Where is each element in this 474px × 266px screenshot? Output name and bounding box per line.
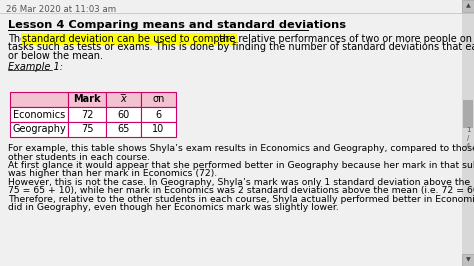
Text: 65: 65: [117, 124, 130, 135]
Bar: [106, 92, 141, 107]
Text: 26 Mar 2020 at 11:03 am: 26 Mar 2020 at 11:03 am: [6, 5, 116, 14]
Text: standard deviation can be used to compare: standard deviation can be used to compar…: [22, 34, 236, 44]
Text: Economics: Economics: [13, 110, 65, 119]
Bar: [68, 107, 106, 122]
Bar: [462, 0, 474, 12]
Bar: [141, 92, 176, 107]
Bar: [141, 122, 176, 137]
Text: Lesson 4 Comparing means and standard deviations: Lesson 4 Comparing means and standard de…: [8, 20, 346, 30]
Bar: [462, 0, 474, 266]
Text: Example 1:: Example 1:: [8, 62, 63, 72]
Bar: [10, 92, 68, 107]
Text: 1: 1: [466, 127, 470, 133]
Text: At first glance it would appear that she performed better in Geography because h: At first glance it would appear that she…: [8, 161, 474, 170]
Text: 72: 72: [81, 110, 93, 119]
Bar: [10, 122, 68, 137]
Text: However, this is not the case. In Geography, Shyla’s mark was only 1 standard de: However, this is not the case. In Geogra…: [8, 178, 474, 187]
Text: Therefore, relative to the other students in each course, Shyla actually perform: Therefore, relative to the other student…: [8, 195, 474, 204]
Text: 75: 75: [81, 124, 93, 135]
Text: the relative performances of two or more people on different: the relative performances of two or more…: [216, 34, 474, 44]
Text: 6: 6: [155, 110, 162, 119]
Text: x̅: x̅: [120, 94, 127, 105]
Bar: [68, 122, 106, 137]
Bar: [106, 122, 141, 137]
Bar: [68, 92, 106, 107]
Text: The: The: [8, 34, 29, 44]
Text: other students in each course.: other students in each course.: [8, 152, 150, 161]
Text: or below the mean.: or below the mean.: [8, 51, 103, 61]
Bar: [463, 100, 473, 128]
Text: ▼: ▼: [465, 257, 470, 263]
Text: σn: σn: [152, 94, 164, 105]
Text: 75 = 65 + 10), while her mark in Economics was 2 standard deviations above the m: 75 = 65 + 10), while her mark in Economi…: [8, 186, 474, 196]
Text: Mark: Mark: [73, 94, 101, 105]
Bar: [141, 107, 176, 122]
Bar: [106, 107, 141, 122]
Text: 10: 10: [152, 124, 164, 135]
Text: /: /: [467, 135, 469, 141]
Bar: [462, 254, 474, 266]
Text: 4: 4: [466, 143, 470, 149]
Text: tasks such as tests or exams. This is done by finding the number of standard dev: tasks such as tests or exams. This is do…: [8, 43, 474, 52]
Text: 60: 60: [118, 110, 129, 119]
Text: Geography: Geography: [12, 124, 66, 135]
Text: ▲: ▲: [465, 3, 470, 9]
Bar: [10, 107, 68, 122]
Text: was higher than her mark in Economics (72).: was higher than her mark in Economics (7…: [8, 169, 217, 178]
Text: did in Geography, even though her Economics mark was slightly lower.: did in Geography, even though her Econom…: [8, 203, 339, 213]
Text: For example, this table shows Shyla’s exam results in Economics and Geography, c: For example, this table shows Shyla’s ex…: [8, 144, 474, 153]
